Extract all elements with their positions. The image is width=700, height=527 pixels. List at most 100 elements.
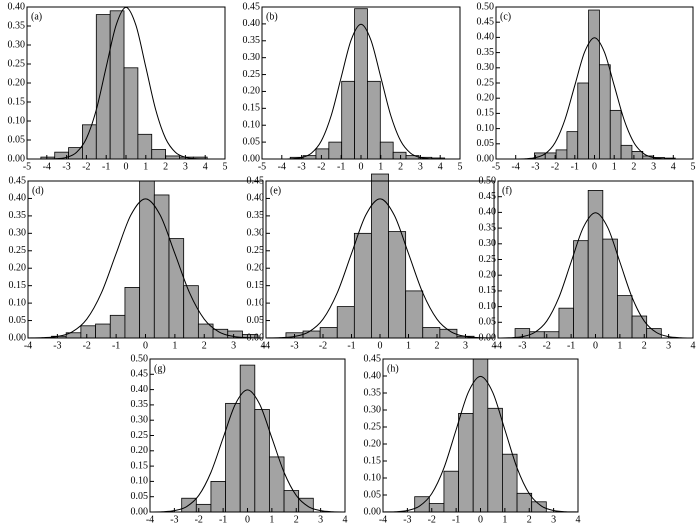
x-tick-label: -1 bbox=[452, 514, 460, 525]
y-tick-label: 0.35 bbox=[364, 387, 382, 398]
y-tick-label: 0.05 bbox=[477, 138, 495, 149]
y-tick-label: 0.40 bbox=[477, 32, 495, 43]
density-curve bbox=[497, 212, 694, 339]
x-tick-label: 1 bbox=[378, 161, 383, 172]
y-tick-label: 0.30 bbox=[9, 228, 27, 239]
x-tick-label: -4 bbox=[146, 514, 154, 525]
bar bbox=[109, 314, 126, 339]
x-tick-label: 2 bbox=[294, 514, 299, 525]
y-tick-label: 0.00 bbox=[479, 332, 497, 343]
bar bbox=[225, 402, 241, 513]
y-tick-label: 0.15 bbox=[364, 455, 382, 466]
y-tick-label: 0.20 bbox=[9, 263, 27, 274]
x-tick-label: -4 bbox=[379, 514, 387, 525]
bar bbox=[588, 9, 600, 160]
x-tick-label: 1 bbox=[172, 340, 177, 351]
y-tick-label: 0.20 bbox=[243, 86, 261, 97]
x-tick-label: 0 bbox=[245, 514, 250, 525]
x-tick-label: -2 bbox=[543, 340, 551, 351]
y-tick-label: 0.25 bbox=[9, 245, 27, 256]
bar bbox=[531, 501, 547, 513]
y-tick-label: 0.15 bbox=[243, 103, 261, 114]
x-tick-label: -4 bbox=[24, 340, 32, 351]
y-tick-label: 0.15 bbox=[9, 280, 27, 291]
bar bbox=[239, 364, 256, 513]
x-tick-label: 5 bbox=[458, 161, 463, 172]
y-tick-label: 0.15 bbox=[479, 285, 497, 296]
y-tick-label: 0.10 bbox=[8, 115, 26, 126]
x-tick-label: 0 bbox=[143, 340, 148, 351]
bar bbox=[109, 10, 125, 160]
y-tick-label: 0.25 bbox=[247, 245, 265, 256]
x-tick-label: 3 bbox=[231, 340, 236, 351]
x-tick-label: 1 bbox=[406, 340, 411, 351]
y-tick-label: 0.45 bbox=[243, 1, 261, 12]
y-tick-label: 0.05 bbox=[243, 136, 261, 147]
y-tick-label: 0.40 bbox=[243, 18, 261, 29]
y-tick-label: 0.00 bbox=[243, 153, 261, 164]
y-tick-label: 0.20 bbox=[247, 263, 265, 274]
y-tick-label: 0.35 bbox=[131, 399, 149, 410]
bar bbox=[183, 285, 199, 339]
panel-label: (h) bbox=[387, 363, 399, 374]
bar bbox=[124, 287, 141, 339]
y-tick-label: 0.45 bbox=[247, 175, 265, 186]
y-tick-label: 0.20 bbox=[479, 269, 497, 280]
y-tick-label: 0.30 bbox=[8, 39, 26, 50]
y-tick-label: 0.00 bbox=[477, 153, 495, 164]
y-tick-label: 0.10 bbox=[477, 123, 495, 134]
x-tick-label: 5 bbox=[691, 161, 696, 172]
y-tick-label: 0.10 bbox=[131, 476, 149, 487]
x-tick-label: -2 bbox=[551, 161, 559, 172]
x-tick-label: 3 bbox=[666, 340, 671, 351]
y-tick-label: 0.05 bbox=[479, 317, 497, 328]
bar bbox=[602, 238, 618, 339]
y-tick-label: 0.10 bbox=[9, 297, 27, 308]
y-tick-label: 0.25 bbox=[8, 58, 26, 69]
bar bbox=[599, 64, 611, 160]
x-tick-label: 2 bbox=[631, 161, 636, 172]
density-curve bbox=[27, 198, 264, 339]
y-tick-label: 0.45 bbox=[477, 16, 495, 27]
y-tick-label: 0.05 bbox=[364, 489, 382, 500]
y-tick-label: 0.10 bbox=[479, 301, 497, 312]
bar bbox=[95, 323, 111, 339]
y-tick-label: 0.00 bbox=[9, 332, 27, 343]
x-tick-label: 0 bbox=[593, 340, 598, 351]
y-tick-label: 0.40 bbox=[247, 193, 265, 204]
bar bbox=[379, 141, 394, 160]
y-tick-label: 0.35 bbox=[8, 20, 26, 31]
y-tick-label: 0.30 bbox=[243, 52, 261, 63]
y-tick-label: 0.50 bbox=[477, 1, 495, 12]
bar bbox=[646, 328, 662, 339]
x-tick-label: 1 bbox=[269, 514, 274, 525]
y-tick-label: 0.20 bbox=[8, 77, 26, 88]
y-tick-label: 0.10 bbox=[247, 297, 265, 308]
y-tick-label: 0.40 bbox=[479, 207, 497, 218]
x-tick-label: -1 bbox=[337, 161, 345, 172]
panel-label: (g) bbox=[154, 363, 166, 374]
y-tick-label: 0.25 bbox=[243, 69, 261, 80]
y-tick-label: 0.05 bbox=[247, 315, 265, 326]
x-tick-label: 2 bbox=[435, 340, 440, 351]
x-tick-label: 0 bbox=[478, 514, 483, 525]
x-tick-label: 3 bbox=[651, 161, 656, 172]
y-tick-label: 0.35 bbox=[243, 35, 261, 46]
y-tick-label: 0.15 bbox=[131, 460, 149, 471]
y-tick-label: 0.40 bbox=[364, 370, 382, 381]
y-tick-label: 0.25 bbox=[131, 430, 149, 441]
bar bbox=[137, 133, 153, 160]
bar bbox=[555, 149, 568, 160]
x-tick-label: 5 bbox=[223, 161, 228, 172]
y-tick-label: 0.05 bbox=[131, 491, 149, 502]
x-tick-label: 4 bbox=[492, 340, 497, 351]
bar bbox=[210, 480, 226, 513]
y-tick-label: 0.25 bbox=[364, 421, 382, 432]
x-tick-label: 2 bbox=[163, 161, 168, 172]
y-tick-label: 0.35 bbox=[247, 210, 265, 221]
x-tick-label: 3 bbox=[183, 161, 188, 172]
bar bbox=[95, 14, 111, 160]
y-tick-label: 0.50 bbox=[131, 353, 149, 364]
bar bbox=[405, 290, 424, 339]
